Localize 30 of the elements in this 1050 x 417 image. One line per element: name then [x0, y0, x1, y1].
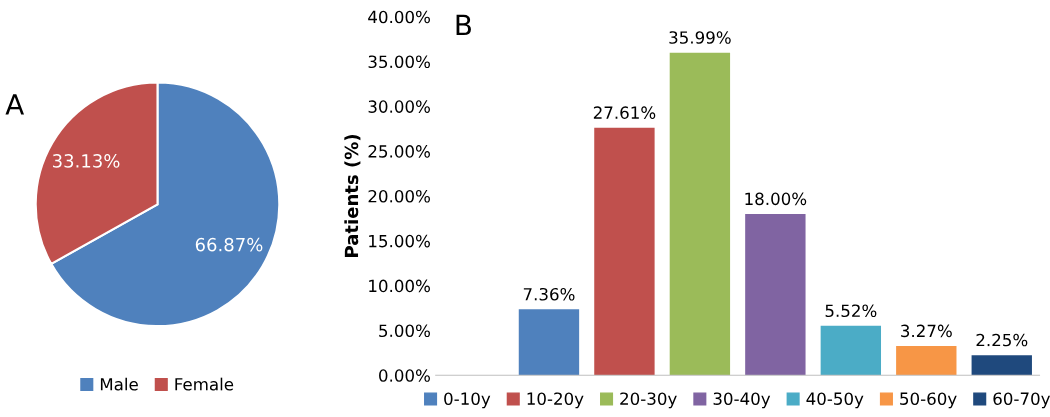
- y-tick-label: 15.00%: [369, 234, 430, 248]
- legend-label: 20-30y: [620, 392, 677, 409]
- legend-label: Female: [175, 377, 234, 391]
- data-label: 5.52%: [825, 304, 877, 318]
- legend-label: 10-20y: [527, 392, 584, 409]
- data-label: 2.25%: [976, 333, 1028, 347]
- data-label: 7.36%: [523, 287, 575, 301]
- y-tick-label: 20.00%: [368, 189, 430, 203]
- y-tick-label: 10.00%: [369, 279, 430, 293]
- y-tick-label: 35.00%: [368, 55, 430, 69]
- data-label: 35.99%: [669, 31, 731, 44]
- y-axis-title: Patients (%): [344, 134, 361, 257]
- data-label: 18.00%: [745, 192, 807, 206]
- legend-label: 30-40y: [713, 392, 771, 409]
- y-tick-label: 40.00%: [368, 10, 430, 24]
- y-tick-label: 5.00%: [379, 324, 430, 338]
- legend-label: 50-60y: [900, 392, 957, 409]
- y-tick-label: 25.00%: [368, 145, 430, 158]
- data-label: 66.87%: [195, 237, 263, 252]
- y-tick-label: 30.00%: [368, 100, 430, 113]
- data-label: 3.27%: [901, 324, 952, 338]
- legend-label: 40-50y: [806, 392, 864, 409]
- data-label: 33.13%: [52, 154, 120, 168]
- chart-title: A: [5, 94, 25, 115]
- chart-title: B: [456, 14, 471, 36]
- legend-label: 60-70y: [993, 392, 1050, 409]
- legend-label: Male: [100, 377, 138, 391]
- legend-label: 0-10y: [444, 392, 491, 409]
- y-tick-label: 0.00%: [379, 369, 430, 382]
- data-label: 27.61%: [593, 106, 656, 119]
